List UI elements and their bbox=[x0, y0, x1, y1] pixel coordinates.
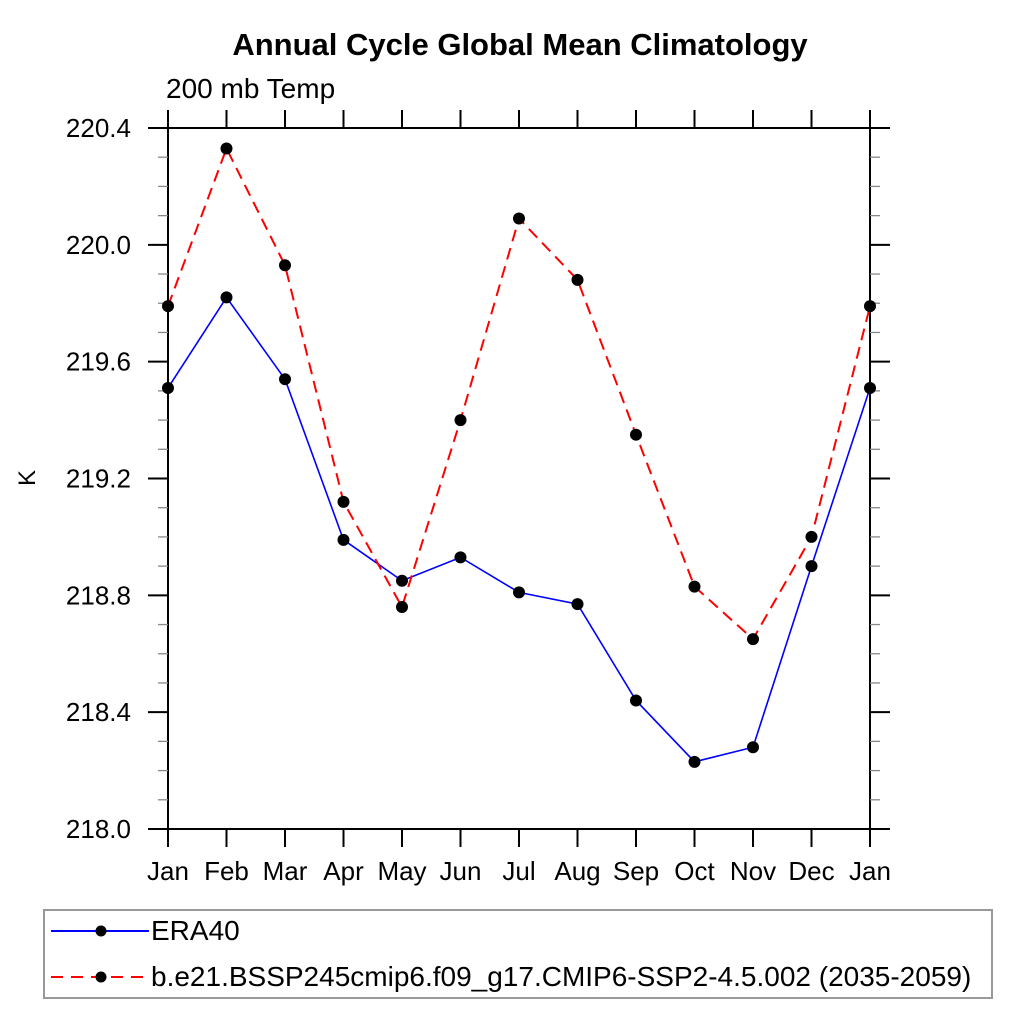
data-point-marker bbox=[513, 212, 525, 225]
data-point-marker bbox=[630, 428, 642, 441]
data-point-marker bbox=[864, 300, 876, 313]
plot-canvas: Annual Cycle Global Mean Climatology 200… bbox=[14, 27, 891, 886]
legend-box: ERA40 b.e21.BSSP245cmip6.f09_g17.CMIP6-S… bbox=[43, 909, 993, 999]
data-point-marker bbox=[805, 560, 818, 573]
y-tick-label: 218.8 bbox=[66, 580, 131, 610]
data-point-marker bbox=[747, 741, 759, 754]
x-tick-label: Jan bbox=[849, 856, 891, 886]
x-tick-label: Feb bbox=[204, 856, 249, 886]
axes-frame: Jan Feb Mar Apr May Jun Jul Aug Sep Oct Nov Dec Jan 2… bbox=[66, 110, 891, 886]
model-line-sample-icon bbox=[51, 971, 149, 983]
data-point-marker bbox=[571, 273, 584, 286]
data-point-marker bbox=[747, 633, 759, 646]
era40-line-sample-icon bbox=[51, 925, 149, 937]
data-point-marker bbox=[688, 755, 701, 768]
series-model bbox=[162, 142, 876, 646]
x-tick-label: Jun bbox=[440, 856, 482, 886]
data-point-marker bbox=[279, 259, 291, 272]
series-line bbox=[167, 295, 871, 763]
legend-item-era40: ERA40 bbox=[49, 911, 991, 951]
x-tick-label: Dec bbox=[788, 856, 834, 886]
x-tick-label: Jan bbox=[147, 856, 189, 886]
y-tick-label: 218.0 bbox=[66, 814, 131, 844]
data-point-marker bbox=[805, 530, 818, 543]
data-point-marker bbox=[454, 414, 467, 427]
chart-title: Annual Cycle Global Mean Climatology bbox=[232, 27, 808, 62]
data-point-marker bbox=[396, 574, 408, 587]
x-tick-label: Aug bbox=[554, 856, 600, 886]
data-point-marker bbox=[688, 580, 701, 593]
data-point-marker bbox=[162, 300, 174, 313]
x-tick-label: Nov bbox=[730, 856, 776, 886]
legend-label-era40: ERA40 bbox=[151, 915, 240, 946]
x-tick-label: May bbox=[377, 856, 426, 886]
data-series bbox=[162, 142, 876, 768]
chart-subtitle: 200 mb Temp bbox=[166, 73, 335, 104]
y-axis-label: K bbox=[14, 470, 41, 486]
data-point-marker bbox=[220, 142, 233, 155]
data-point-marker bbox=[220, 291, 233, 304]
y-tick-label: 218.4 bbox=[66, 697, 131, 727]
legend-item-model: b.e21.BSSP245cmip6.f09_g17.CMIP6-SSP2-4.… bbox=[49, 957, 991, 997]
x-tick-label: Apr bbox=[323, 856, 364, 886]
x-tick-label: Jul bbox=[502, 856, 535, 886]
x-tick-label: Oct bbox=[674, 856, 715, 886]
data-point-marker bbox=[454, 551, 467, 564]
x-tick-label: Mar bbox=[263, 856, 308, 886]
y-tick-label: 219.2 bbox=[66, 464, 131, 494]
data-point-marker bbox=[162, 381, 174, 394]
data-point-marker bbox=[630, 694, 642, 707]
data-point-marker bbox=[864, 381, 876, 394]
x-tick-label: Sep bbox=[613, 856, 659, 886]
data-point-marker bbox=[396, 601, 408, 614]
legend-label-model: b.e21.BSSP245cmip6.f09_g17.CMIP6-SSP2-4.… bbox=[151, 961, 972, 992]
y-tick-label: 219.6 bbox=[66, 347, 131, 377]
data-point-marker bbox=[337, 495, 350, 508]
data-point-marker bbox=[513, 586, 525, 599]
y-tick-label: 220.4 bbox=[66, 113, 131, 143]
series-era40 bbox=[162, 291, 876, 768]
data-point-marker bbox=[279, 373, 291, 386]
data-point-marker bbox=[571, 598, 584, 611]
y-tick-label: 220.0 bbox=[66, 230, 131, 260]
data-point-marker bbox=[337, 533, 350, 546]
